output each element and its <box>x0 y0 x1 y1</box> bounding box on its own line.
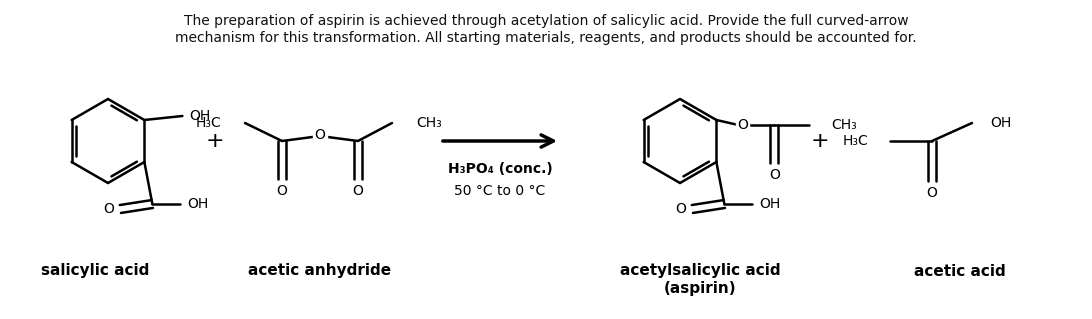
Text: mechanism for this transformation. All starting materials, reagents, and product: mechanism for this transformation. All s… <box>175 31 917 45</box>
Text: O: O <box>737 118 748 132</box>
Text: O: O <box>314 128 325 142</box>
Text: OH: OH <box>760 197 781 211</box>
Text: O: O <box>927 186 937 200</box>
Text: H₃PO₄ (conc.): H₃PO₄ (conc.) <box>448 162 553 176</box>
Text: H₃C: H₃C <box>842 134 868 148</box>
Text: (aspirin): (aspirin) <box>664 281 736 296</box>
Text: +: + <box>810 131 829 151</box>
Text: OH: OH <box>990 116 1011 130</box>
Text: acetic anhydride: acetic anhydride <box>249 263 392 278</box>
Text: O: O <box>353 184 364 198</box>
Text: H₃C: H₃C <box>195 116 221 130</box>
Text: OH: OH <box>188 197 209 211</box>
Text: 50 °C to 0 °C: 50 °C to 0 °C <box>454 184 546 198</box>
Text: CH₃: CH₃ <box>416 116 442 130</box>
Text: O: O <box>675 202 686 216</box>
Text: acetylsalicylic acid: acetylsalicylic acid <box>619 263 781 278</box>
Text: O: O <box>314 128 325 142</box>
Text: OH: OH <box>190 109 211 123</box>
Text: The preparation of aspirin is achieved through acetylation of salicylic acid. Pr: The preparation of aspirin is achieved t… <box>183 14 909 28</box>
Text: O: O <box>276 184 287 198</box>
Text: salicylic acid: salicylic acid <box>40 263 150 278</box>
Text: O: O <box>769 168 780 182</box>
Text: CH₃: CH₃ <box>831 118 857 132</box>
Text: O: O <box>737 118 748 132</box>
Text: O: O <box>314 128 325 142</box>
Text: +: + <box>205 131 224 151</box>
Text: acetic acid: acetic acid <box>914 263 1006 278</box>
Text: O: O <box>103 202 114 216</box>
